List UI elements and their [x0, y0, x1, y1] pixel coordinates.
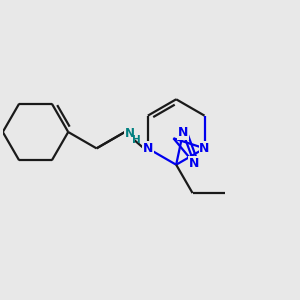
Text: N: N [189, 157, 200, 170]
Text: N: N [199, 142, 210, 155]
Text: N: N [143, 142, 153, 155]
Text: H: H [132, 135, 141, 145]
Text: N: N [125, 127, 135, 140]
Text: N: N [178, 126, 188, 139]
